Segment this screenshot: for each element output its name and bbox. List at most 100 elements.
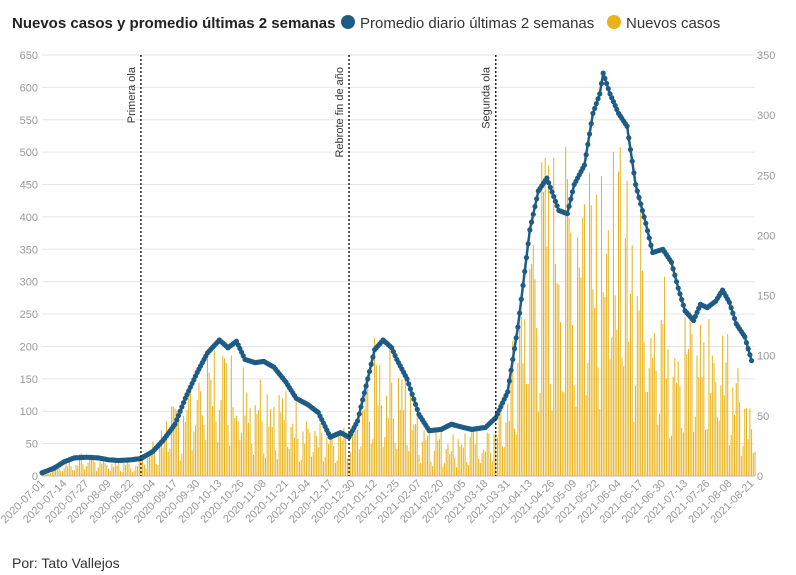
case-bar: [206, 352, 208, 476]
case-bar: [116, 465, 118, 476]
case-bar: [253, 454, 255, 476]
case-bar: [370, 443, 372, 476]
case-bar: [131, 472, 133, 476]
average-point: [677, 291, 683, 297]
case-bar: [517, 363, 519, 476]
case-bar: [333, 445, 335, 476]
case-bar: [618, 171, 620, 476]
case-bar: [102, 460, 104, 476]
case-bar: [694, 416, 696, 476]
case-bar: [314, 430, 316, 476]
case-bar: [549, 383, 551, 476]
case-bar: [667, 349, 669, 476]
case-bar: [299, 461, 301, 476]
average-point: [690, 317, 697, 324]
case-bar: [196, 399, 198, 476]
case-bar: [307, 428, 309, 476]
average-point: [644, 228, 651, 234]
case-bar: [751, 429, 753, 476]
case-bar: [612, 151, 614, 476]
case-bar: [544, 157, 546, 476]
case-bar: [643, 342, 645, 476]
case-bar: [454, 457, 456, 476]
case-bar: [58, 467, 60, 476]
case-bar: [566, 178, 568, 476]
average-point: [679, 296, 685, 303]
case-bar: [126, 462, 128, 476]
average-point: [389, 345, 395, 351]
case-bar: [51, 470, 53, 476]
case-bar: [101, 463, 103, 476]
case-bar: [160, 430, 162, 476]
case-bar: [297, 438, 299, 476]
case-bar: [212, 405, 214, 476]
case-bar: [473, 428, 475, 476]
case-bar: [706, 428, 708, 476]
case-bar: [377, 405, 379, 476]
case-bar: [478, 458, 480, 476]
case-bar: [167, 451, 169, 476]
case-bar: [181, 453, 183, 476]
case-bar: [539, 392, 541, 476]
average-point: [748, 358, 755, 364]
case-bar: [435, 430, 437, 476]
case-bar: [328, 444, 330, 476]
case-bar: [276, 459, 278, 476]
case-bar: [278, 394, 280, 476]
average-point: [726, 299, 733, 306]
case-bar: [754, 451, 756, 476]
case-bar: [672, 376, 674, 476]
case-bar: [155, 463, 157, 476]
average-point: [675, 285, 681, 291]
case-bar: [652, 357, 654, 476]
average-point: [175, 412, 182, 419]
case-bar: [701, 377, 703, 476]
case-bar: [237, 421, 239, 476]
case-bar: [676, 382, 678, 476]
average-point: [668, 259, 675, 265]
average-point: [600, 70, 606, 76]
case-bar: [740, 455, 742, 476]
average-point: [586, 131, 593, 137]
case-bar: [636, 295, 638, 476]
case-bar: [312, 451, 314, 476]
case-bar: [619, 147, 621, 476]
case-bar: [96, 471, 98, 476]
case-bar: [397, 377, 400, 476]
case-bar: [546, 246, 548, 476]
case-bar: [698, 377, 700, 476]
average-point: [629, 158, 635, 164]
case-bar: [653, 332, 655, 476]
average-point: [569, 189, 576, 195]
case-bar: [46, 471, 48, 476]
case-bar: [442, 466, 444, 476]
case-bar: [655, 370, 657, 476]
case-bar: [365, 378, 367, 476]
case-bar: [565, 147, 567, 476]
case-bar: [75, 464, 77, 476]
case-bar: [616, 329, 618, 476]
case-bar: [428, 433, 430, 476]
case-bar: [745, 408, 747, 476]
case-bar: [316, 436, 318, 476]
case-bar: [747, 439, 749, 476]
case-bar: [213, 350, 215, 476]
case-bar: [84, 469, 86, 476]
case-bar: [626, 180, 628, 476]
case-bar: [374, 337, 376, 476]
average-point: [361, 390, 367, 396]
case-bar: [174, 408, 176, 476]
case-bar: [224, 358, 226, 476]
case-bar: [254, 405, 256, 476]
case-bar: [99, 460, 101, 476]
average-point: [365, 376, 371, 382]
y-left-tick-label: 200: [20, 341, 38, 353]
average-point: [566, 203, 572, 209]
case-bar: [742, 445, 744, 476]
case-bar: [505, 422, 507, 476]
average-point: [179, 404, 185, 410]
y-right-tick-label: 250: [757, 170, 775, 182]
case-bar: [292, 423, 294, 476]
case-bar: [510, 372, 512, 476]
case-bar: [128, 463, 130, 476]
